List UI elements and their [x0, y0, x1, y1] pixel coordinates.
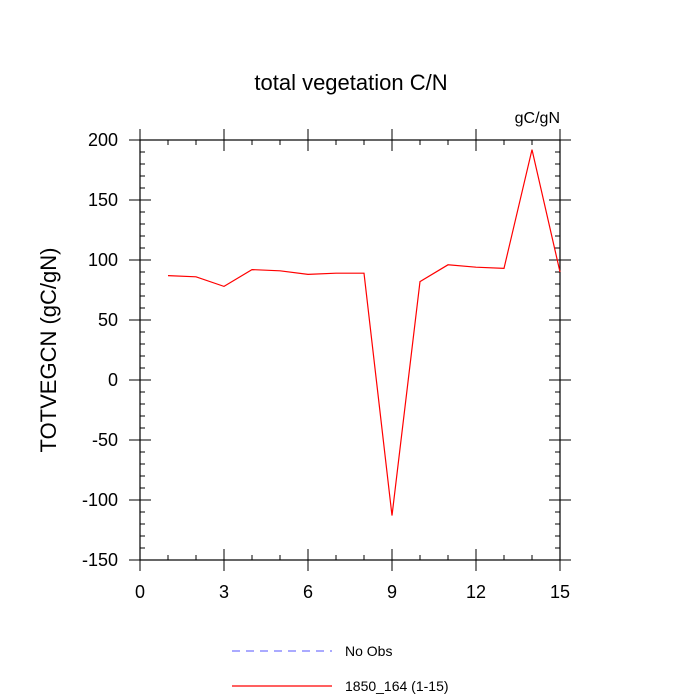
series-line — [167, 149, 561, 516]
y-tick-label: 0 — [108, 370, 118, 390]
x-tick-labels: 0 3 6 9 12 15 — [135, 582, 570, 602]
y-tick-label: -100 — [82, 490, 118, 510]
units-label: gC/gN — [515, 110, 560, 127]
chart-title: total vegetation C/N — [254, 70, 447, 95]
plot-frame — [139, 139, 561, 561]
legend-label: 1850_164 (1-15) — [345, 678, 449, 694]
x-tick-label: 6 — [303, 582, 313, 602]
major-ticks — [129, 129, 571, 571]
y-tick-label: -50 — [92, 430, 118, 450]
x-tick-label: 12 — [466, 582, 486, 602]
y-tick-label: 200 — [88, 130, 118, 150]
legend: No Obs 1850_164 (1-15) — [232, 643, 449, 694]
y-tick-labels: -150 -100 -50 0 50 100 150 200 — [82, 130, 118, 570]
minor-ticks — [139, 139, 561, 561]
series-layer — [167, 149, 561, 516]
y-tick-label: 100 — [88, 250, 118, 270]
y-tick-label: 50 — [98, 310, 118, 330]
y-tick-label: -150 — [82, 550, 118, 570]
x-tick-label: 15 — [550, 582, 570, 602]
y-axis-label: TOTVEGCN (gC/gN) — [36, 248, 61, 453]
legend-label: No Obs — [345, 643, 392, 659]
y-tick-label: 150 — [88, 190, 118, 210]
x-tick-label: 3 — [219, 582, 229, 602]
x-tick-label: 0 — [135, 582, 145, 602]
x-tick-label: 9 — [387, 582, 397, 602]
